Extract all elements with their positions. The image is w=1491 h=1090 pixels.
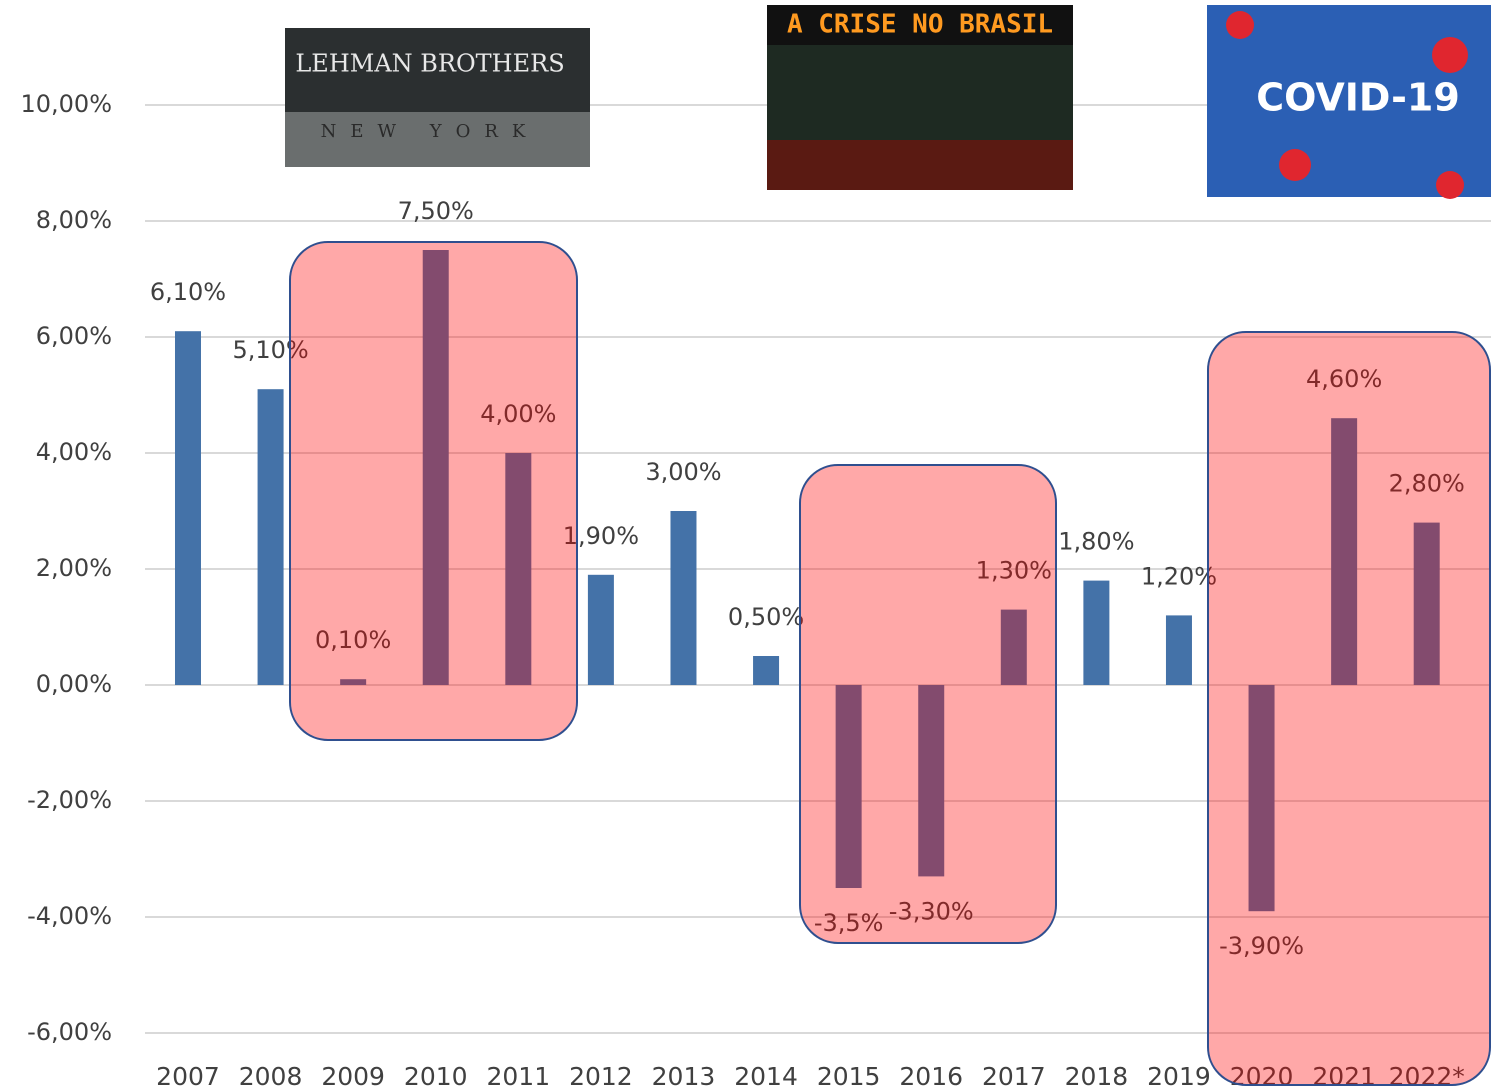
x-tick-label: 2009 — [321, 1062, 385, 1090]
image-virus — [1226, 11, 1254, 39]
image-text: COVID-19 — [1256, 76, 1460, 120]
x-tick-label: 2007 — [156, 1062, 220, 1090]
highlight-box — [289, 241, 578, 741]
data-label: 4,60% — [1306, 365, 1382, 393]
image-crise: A CRISE NO BRASIL — [767, 5, 1073, 190]
data-label: 4,00% — [480, 400, 556, 428]
data-label: 6,10% — [150, 278, 226, 306]
bar — [835, 685, 862, 888]
bar — [1000, 609, 1027, 685]
x-tick-label: 2016 — [899, 1062, 963, 1090]
y-tick-label: -6,00% — [27, 1018, 112, 1046]
data-label: 1,90% — [563, 522, 639, 550]
x-tick-label: 2019 — [1147, 1062, 1211, 1090]
data-label: 0,50% — [728, 603, 804, 631]
highlight-box — [1207, 331, 1491, 1086]
highlight-boxes — [289, 241, 1491, 1086]
bar — [753, 656, 780, 685]
y-tick-label: 10,00% — [20, 90, 112, 118]
bar — [918, 685, 945, 877]
image-text: NEW YORK — [321, 121, 540, 142]
bar — [1331, 418, 1358, 685]
image-text: LEHMAN BROTHERS — [295, 50, 564, 78]
image-band — [767, 5, 1073, 45]
x-tick-label: 2012 — [569, 1062, 633, 1090]
image-band — [767, 140, 1073, 190]
data-label: 1,80% — [1058, 528, 1134, 556]
bar — [505, 453, 532, 685]
bar — [670, 511, 697, 685]
data-label: 7,50% — [398, 197, 474, 225]
x-tick-label: 2017 — [982, 1062, 1046, 1090]
y-tick-label: 2,00% — [36, 554, 112, 582]
x-tick-label: 2010 — [404, 1062, 468, 1090]
bar — [340, 679, 367, 685]
highlight-box — [799, 464, 1057, 944]
x-tick-label: 2011 — [487, 1062, 551, 1090]
data-label: -3,30% — [889, 897, 974, 925]
y-tick-label: -2,00% — [27, 786, 112, 814]
bar — [1248, 685, 1275, 912]
y-tick-label: -4,00% — [27, 902, 112, 930]
bar — [1083, 580, 1110, 685]
y-tick-label: 0,00% — [36, 670, 112, 698]
x-tick-label: 2013 — [652, 1062, 716, 1090]
bar — [174, 331, 201, 685]
image-bg — [1207, 5, 1491, 197]
y-tick-label: 4,00% — [36, 438, 112, 466]
image-text: A CRISE NO BRASIL — [787, 10, 1053, 40]
data-label: 1,30% — [976, 557, 1052, 585]
x-tick-label: 2015 — [817, 1062, 881, 1090]
y-tick-label: 6,00% — [36, 322, 112, 350]
data-label: 2,80% — [1389, 470, 1465, 498]
image-virus — [1432, 37, 1468, 73]
x-tick-label: 2008 — [239, 1062, 303, 1090]
data-label: -3,5% — [814, 909, 884, 937]
bar — [422, 250, 449, 685]
data-label: 5,10% — [232, 336, 308, 364]
data-label: -3,90% — [1219, 932, 1304, 960]
data-label: 1,20% — [1141, 562, 1217, 590]
bar — [1413, 522, 1440, 685]
image-virus — [1279, 149, 1311, 181]
x-tick-label: 2014 — [734, 1062, 798, 1090]
data-label: 3,00% — [645, 458, 721, 486]
y-tick-label: 8,00% — [36, 206, 112, 234]
image-virus — [1436, 171, 1464, 199]
data-label: 0,10% — [315, 626, 391, 654]
image-band — [285, 112, 590, 167]
bar — [587, 574, 614, 685]
image-covid: COVID-19 — [1207, 5, 1491, 199]
bar — [257, 389, 284, 685]
image-lehman: LEHMAN BROTHERS NEW YORK — [285, 28, 590, 167]
bar — [1165, 615, 1192, 685]
x-tick-label: 2018 — [1065, 1062, 1129, 1090]
